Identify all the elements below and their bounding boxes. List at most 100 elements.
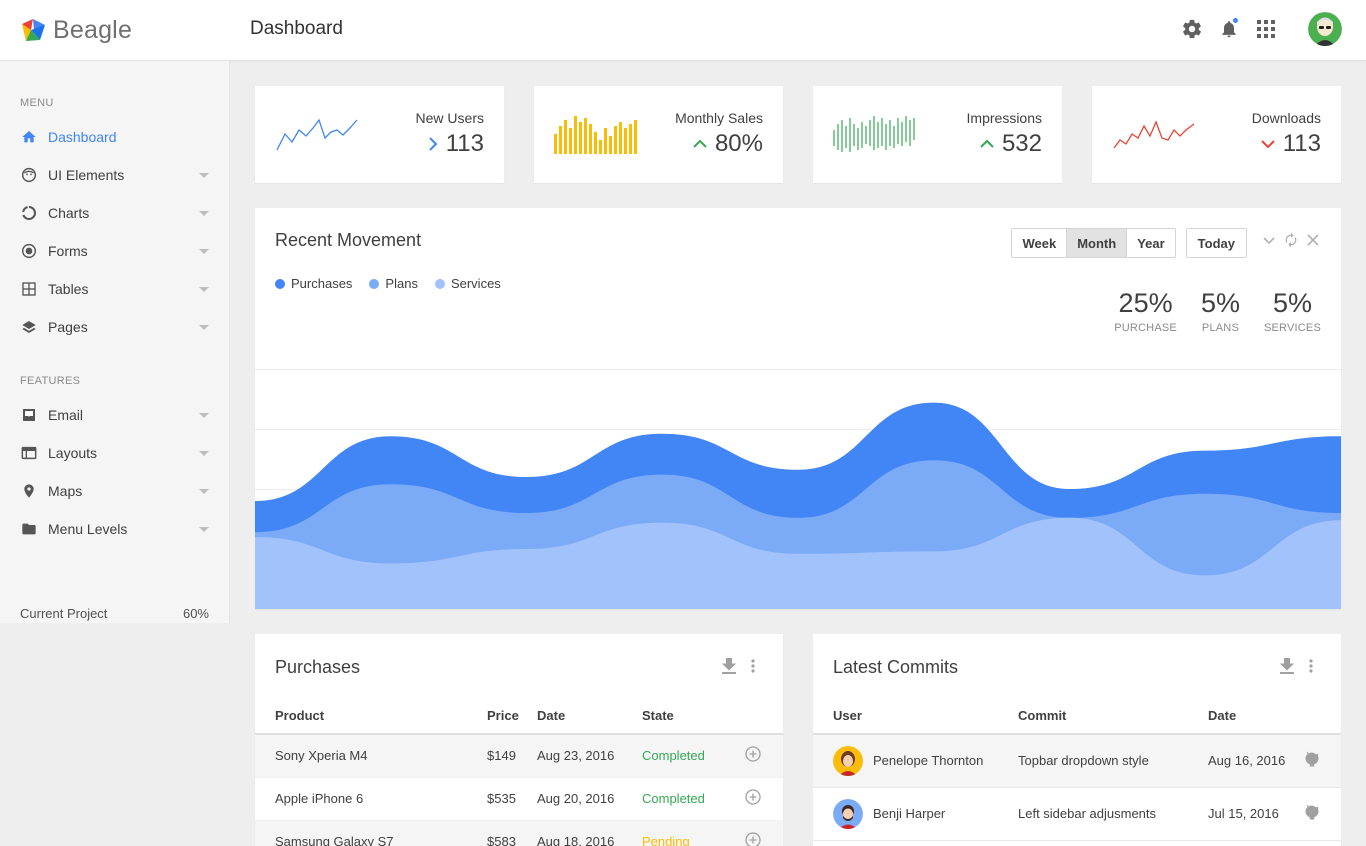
sidebar-item-forms[interactable]: Forms [0, 232, 229, 270]
column-header-state[interactable]: State [642, 698, 745, 735]
sidebar-item-label: Dashboard [48, 129, 117, 145]
cell-date: Aug 23, 2016 [537, 734, 642, 778]
sidebar-item-maps[interactable]: Maps [0, 472, 229, 510]
user-cell: Benji Harper [833, 798, 1018, 829]
sidebar-item-ui-elements[interactable]: UI Elements [0, 156, 229, 194]
table-row[interactable]: Sony Xperia M4 $149 Aug 23, 2016 Complet… [255, 734, 783, 778]
refresh-icon[interactable] [1283, 232, 1299, 248]
legend-item-purchases: Purchases [275, 276, 352, 291]
stat-title: Monthly Sales [675, 110, 763, 126]
column-header-date[interactable]: Date [537, 698, 642, 735]
column-header-price[interactable]: Price [487, 698, 537, 735]
cell-date: Aug 16, 2016 [1208, 734, 1304, 788]
sidebar: Menu Dashboard UI Elements Charts Forms … [0, 61, 230, 623]
brand[interactable]: Beagle [20, 16, 132, 45]
stat-value: 113 [428, 130, 484, 158]
sidebar-item-menu-levels[interactable]: Menu Levels [0, 510, 229, 548]
add-circle-icon[interactable] [745, 746, 761, 765]
caret-down-icon [199, 249, 209, 254]
chevron-right-icon [428, 137, 438, 151]
cell-product: Sony Xperia M4 [255, 734, 487, 778]
apps-grid-icon[interactable] [1254, 17, 1278, 41]
close-icon[interactable] [1305, 232, 1321, 248]
sidebar-item-email[interactable]: Email [0, 396, 229, 434]
column-header-actions [1304, 698, 1341, 735]
range-month-button[interactable]: Month [1067, 229, 1128, 257]
stat-title: New Users [415, 110, 484, 126]
cell-user: Penelope Thornton [813, 734, 1018, 788]
settings-gear-icon[interactable] [1180, 17, 1204, 41]
cell-date: Jul 15, 2016 [1208, 787, 1304, 841]
chevron-up-icon [693, 139, 707, 149]
features-list: Email Layouts Maps Menu Levels [0, 396, 229, 548]
summary-value: 5% [1272, 288, 1312, 318]
cell-product: Samsung Galaxy S7 [255, 820, 487, 846]
sidebar-item-pages[interactable]: Pages [0, 308, 229, 346]
column-header-date[interactable]: Date [1208, 698, 1304, 735]
project-value: 60% [182, 606, 209, 621]
download-icon[interactable] [1279, 658, 1295, 674]
github-icon[interactable] [1304, 751, 1320, 770]
caret-down-icon [199, 489, 209, 494]
github-icon[interactable] [1304, 804, 1320, 823]
menu-list: Dashboard UI Elements Charts Forms Table… [0, 118, 229, 346]
table-row[interactable]: Apple iPhone 6 $535 Aug 20, 2016 Complet… [255, 777, 783, 821]
table-row[interactable]: Penelope Thornton Topbar dropdown style … [813, 734, 1341, 788]
project-label: Current Project [20, 606, 108, 621]
cell-action [745, 734, 783, 778]
summary-value: 25% [1118, 288, 1173, 318]
user-avatar [833, 745, 863, 776]
features-section-label: Features [20, 375, 81, 387]
notification-bell-icon[interactable] [1217, 17, 1241, 41]
beagle-logo-icon [22, 19, 45, 41]
add-circle-icon[interactable] [745, 789, 761, 808]
chevron-down-icon [1261, 139, 1275, 149]
range-toolbar: Week Month Year Today [1011, 228, 1247, 258]
panel-title: Latest Commits [833, 657, 959, 677]
inbox-icon [20, 406, 38, 424]
user-avatar [833, 798, 863, 829]
sidebar-item-label: Charts [48, 205, 90, 221]
table-row[interactable]: Benji Harper Left sidebar adjusments Jul… [813, 787, 1341, 841]
panel-tools [1255, 232, 1321, 248]
user-name: Penelope Thornton [873, 753, 984, 769]
sidebar-item-tables[interactable]: Tables [0, 270, 229, 308]
cell-state: Pending [642, 820, 745, 846]
range-year-button[interactable]: Year [1127, 229, 1175, 257]
download-icon[interactable] [721, 658, 737, 674]
today-button[interactable]: Today [1185, 228, 1247, 258]
cell-price: $535 [487, 777, 537, 821]
commits-table: User Commit Date Penelope Thornton Topba… [813, 698, 1341, 841]
layers-icon [20, 318, 38, 336]
legend-item-services: Services [434, 276, 501, 291]
column-header-commit[interactable]: Commit [1018, 698, 1208, 735]
legend-label: Plans [385, 276, 418, 291]
column-header-product[interactable]: Product [255, 698, 487, 735]
cell-price: $149 [487, 734, 537, 778]
caret-down-icon [199, 325, 209, 330]
table-header-row: Product Price Date State [255, 698, 783, 735]
sidebar-item-dashboard[interactable]: Dashboard [0, 118, 229, 156]
new-users-sparkline [276, 118, 358, 151]
add-circle-icon[interactable] [745, 832, 761, 846]
user-avatar[interactable] [1308, 12, 1342, 46]
range-week-button[interactable]: Week [1012, 229, 1068, 257]
collapse-chevron-icon[interactable] [1261, 232, 1277, 248]
cell-user: Benji Harper [813, 787, 1018, 841]
stat-value: 113 [1261, 130, 1321, 158]
cell-product: Apple iPhone 6 [255, 777, 487, 821]
recent-movement-panel: Recent Movement Week Month Year Today Pu… [255, 208, 1341, 609]
sidebar-item-charts[interactable]: Charts [0, 194, 229, 232]
cell-date: Aug 20, 2016 [537, 777, 642, 821]
stat-title: Impressions [966, 110, 1042, 126]
user-cell: Penelope Thornton [833, 745, 1018, 776]
sidebar-item-label: Menu Levels [48, 521, 128, 537]
radio-button-icon [20, 242, 38, 260]
table-row[interactable]: Samsung Galaxy S7 $583 Aug 18, 2016 Pend… [255, 820, 783, 846]
sidebar-item-layouts[interactable]: Layouts [0, 434, 229, 472]
more-vert-icon[interactable] [1303, 658, 1319, 674]
sidebar-item-label: Email [48, 407, 84, 423]
stat-number: 113 [1282, 130, 1321, 157]
column-header-user[interactable]: User [813, 698, 1018, 735]
more-vert-icon[interactable] [745, 658, 761, 674]
